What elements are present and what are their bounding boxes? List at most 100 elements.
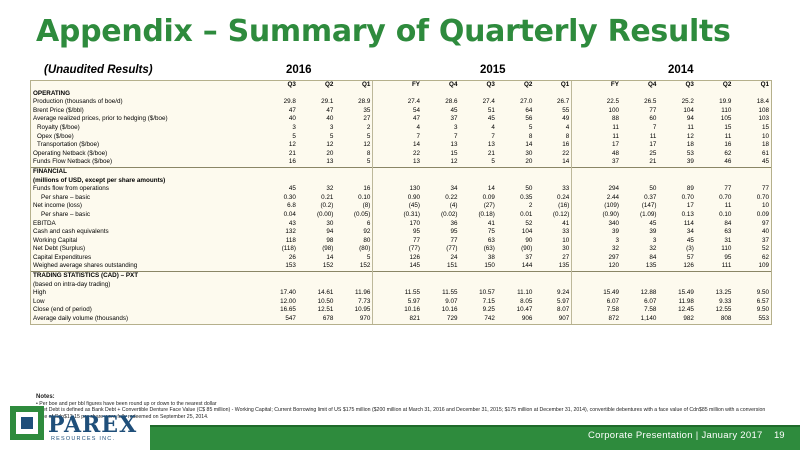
table-cell: 7.58 [644,306,657,314]
table-cell: 114 [683,219,694,227]
table-cell: 5.97 [407,297,420,305]
table-cell: 41 [487,219,495,227]
table-row: Close (end of period) 16.65 12.51 10.95 10.1… [31,306,771,316]
table-cell: 4 [416,123,420,131]
table-cell: 95 [724,253,732,261]
table-cell: 32 [326,185,334,193]
table-cell: 12 [335,141,374,150]
table-cell: 53 [686,149,694,157]
row-label: (millions of USD, except per share amoun… [33,176,166,184]
table-cell: 153 [285,262,296,270]
table-cell [422,177,459,186]
row-label: Low [33,297,45,305]
table-cell: (16) [534,202,573,211]
table-cell: 9.50 [756,289,769,297]
row-label: Funds flow from operations [33,185,109,193]
gap-cell [572,281,584,290]
table-cell: 170 [409,219,420,227]
table-row: Average realized prices, prior to hedgin… [31,115,771,124]
table-row: Funds flow from operations 45 32 16 130 34 14 5… [31,185,771,194]
table-cell: 28.6 [445,98,458,106]
table-cell: 0.35 [520,193,533,201]
table-cell: 22.5 [606,98,619,106]
table-cell: 294 [608,185,619,193]
row-label: OPERATING [33,89,70,97]
table-cell [733,90,771,99]
table-cell: 31 [724,236,732,244]
table-cell: 27 [335,115,374,124]
table-cell: (0.90) [602,210,619,218]
table-cell [422,166,460,177]
table-cell: 5.97 [534,297,573,307]
table-cell [335,280,374,290]
table-cell: 54 [412,106,420,114]
table-cell: 16 [288,158,296,166]
table-cell [422,271,460,281]
table-cell: 13.25 [715,289,732,297]
table-cell [384,271,422,281]
table-cell [696,281,733,290]
table-cell: 10.47 [516,306,533,314]
table-cell: 678 [322,315,334,323]
gap-cell [373,81,385,90]
table-cell [584,281,621,290]
table-cell: 18.4 [756,98,769,106]
gap-cell [572,98,584,107]
gap-cell [373,115,385,124]
table-cell [733,271,771,281]
table-cell [459,281,496,290]
gap-cell [572,306,584,315]
column-header: Q1 [534,81,573,90]
row-label: Per share – basic [41,193,91,201]
table-cell: 0.24 [534,193,573,203]
table-cell: 21 [487,149,495,157]
column-header-row: Q3 Q2 Q1 FY Q4 Q3 Q2 Q1 FY Q4 Q3 Q2 Q1 [31,81,771,90]
table-cell: 111 [721,262,732,270]
table-cell: 907 [534,315,573,324]
table-cell: 34 [686,228,694,236]
logo-mark-icon [10,406,44,440]
table-cell: 12.51 [317,306,334,314]
gap-cell [572,228,584,237]
note-item: • Per boe and per bbl figures have been … [36,400,217,407]
table-cell: 6 [335,219,374,229]
row-label: Average realized prices, prior to hedgin… [33,115,168,123]
table-cell: 77 [761,185,769,193]
gap-cell [373,254,385,263]
table-cell: 50 [649,185,657,193]
table-cell: 0.13 [681,210,694,218]
table-cell: 104 [521,228,533,236]
table-cell [658,177,695,186]
table-row: Low 12.00 10.50 7.73 5.97 9.07 7.15 8.05 5.97 6.0… [31,297,771,307]
table-cell: (0.02) [441,210,458,218]
column-header: Q2 [523,81,533,88]
table-cell: 22 [412,149,420,157]
table-cell: 16 [534,141,573,150]
gap-cell [373,220,385,229]
table-cell [695,271,734,281]
table-cell: 84 [724,219,732,227]
table-cell: 7.73 [335,297,374,307]
table-cell: 11.55 [442,289,458,297]
table-cell [335,271,374,281]
table-cell: 39 [649,228,657,236]
gap-cell [572,141,584,150]
table-cell: 906 [521,315,533,323]
gap-cell [572,315,584,324]
row-label: Cash and cash equivalents [33,228,109,236]
table-cell: 27.4 [482,98,495,106]
gap-cell [373,158,385,167]
table-cell [459,271,497,281]
table-row: Transportation ($/boe) 12 12 12 14 13 13 14 16 17… [31,141,771,150]
table-cell: 8.05 [520,297,533,305]
table-cell: 110 [721,245,732,253]
row-label: Operating Netback ($/boe) [33,149,108,157]
table-cell [335,166,374,177]
table-cell: 75 [487,228,495,236]
table-cell [297,271,336,281]
table-cell [620,271,659,281]
table-row: (millions of USD, except per share amoun… [31,176,771,186]
row-label: Net income (loss) [33,202,82,210]
table-cell: 80 [335,236,374,246]
table-cell: 12 [326,141,334,149]
